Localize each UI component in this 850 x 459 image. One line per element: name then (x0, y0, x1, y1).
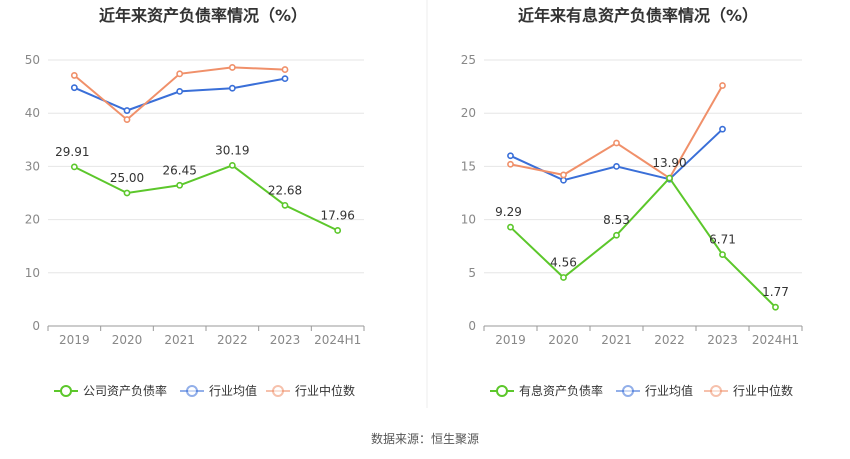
chart2-data-label-3: 13.90 (652, 156, 686, 170)
chart2-x-tick-label-0: 2019 (495, 333, 526, 347)
chart2-y-tick-label-0: 0 (468, 319, 476, 333)
chart2-series-avg-point-4 (719, 125, 726, 133)
chart1-x-tick-label-1: 2020 (112, 333, 143, 347)
chart2-series-company-point-0 (507, 223, 514, 231)
chart2-data-label-0: 9.29 (495, 205, 522, 219)
chart1-series-median-point-0 (70, 72, 78, 79)
chart1-series-company-point-1 (123, 189, 131, 197)
chart1-series-median-point-1 (123, 116, 131, 123)
chart2-y-tick-label-3: 15 (461, 159, 476, 173)
chart2-data-label-2: 8.53 (603, 213, 630, 227)
chart1-series-company-point-0 (70, 163, 78, 171)
chart2-data-label-5: 1.77 (762, 285, 789, 299)
chart1-x-tick-label-0: 2019 (59, 333, 90, 347)
chart2-series-median-point-0 (507, 160, 514, 168)
source-note: 数据来源：恒生聚源 (370, 432, 479, 446)
chart2-series-avg-point-2 (613, 162, 620, 170)
chart2-series-avg-point-1 (560, 176, 567, 184)
chart1-y-tick-label-4: 40 (25, 106, 40, 120)
chart2-data-label-1: 4.56 (550, 255, 577, 269)
chart2-x-tick-label-3: 2022 (654, 333, 685, 347)
chart2-series-avg-point-0 (507, 152, 514, 160)
chart1-data-label-5: 17.96 (320, 208, 354, 222)
chart1-data-label-4: 22.68 (268, 183, 302, 197)
chart1-y-tick-label-1: 10 (25, 266, 40, 280)
chart1-data-label-0: 29.91 (55, 145, 89, 159)
chart2-x-tick-label-1: 2020 (548, 333, 579, 347)
chart1-series-avg-point-4 (281, 75, 289, 83)
chart1-x-tick-label-4: 2023 (270, 333, 301, 347)
chart1-series-median-point-2 (176, 70, 184, 78)
chart1-x-tick-label-5: 2024H1 (314, 333, 361, 347)
chart2-series-median-point-4 (719, 82, 726, 89)
chart1-y-tick-label-3: 30 (25, 159, 40, 173)
chart1-series-avg-point-3 (228, 84, 236, 92)
chart2-series-company-point-5 (772, 303, 779, 311)
chart2-series-company-point-2 (613, 231, 620, 239)
chart1-y-tick-label-5: 50 (25, 53, 40, 67)
chart1-legend-median-marker (272, 385, 284, 397)
chart1-legend-avg-label: 行业均值 (209, 383, 257, 398)
chart2-series-avg-line (510, 128, 724, 182)
chart1-legend-median-label: 行业中位数 (295, 383, 355, 398)
chart2-y-tick-label-1: 5 (468, 266, 476, 280)
chart2-legend-median-label: 行业中位数 (733, 383, 793, 398)
chart2-series-company-line (509, 176, 777, 308)
chart2-series-company-point-3 (666, 174, 673, 182)
chart1-series-company-point-2 (176, 181, 184, 189)
chart1-series-company-line (73, 164, 339, 232)
chart1-series-avg-point-0 (70, 84, 78, 92)
chart2-legend-company-label: 有息资产负债率 (519, 383, 603, 398)
chart1-series-company-point-4 (281, 201, 289, 209)
chart2-x-tick-label-4: 2023 (707, 333, 738, 347)
chart2-legend-company-marker (496, 385, 508, 397)
chart1-series-avg-point-2 (176, 87, 184, 95)
chart1-legend-company-label: 公司资产负债率 (83, 383, 167, 398)
chart2-y-tick-label-2: 10 (461, 213, 476, 227)
chart1-series-company-point-3 (228, 161, 236, 169)
chart2-series-median-point-2 (613, 139, 620, 147)
chart2-data-label-4: 6.71 (709, 233, 736, 247)
chart1-legend-company-marker (60, 385, 72, 397)
chart2-y-tick-label-5: 25 (461, 53, 476, 67)
chart2-x-tick-label-2: 2021 (601, 333, 632, 347)
chart1-x-tick-label-2: 2021 (164, 333, 195, 347)
chart1-legend-avg-marker (186, 385, 198, 397)
chart1-y-tick-label-0: 0 (32, 319, 40, 333)
chart2-x-tick-label-5: 2024H1 (752, 333, 799, 347)
chart2-legend-median-marker (710, 385, 722, 397)
chart2-title: 近年来有息资产负债率情况（%） (518, 6, 758, 25)
chart1-series-median-point-3 (228, 64, 236, 71)
chart1-x-tick-label-3: 2022 (217, 333, 248, 347)
chart2-legend-avg-marker (622, 385, 634, 397)
chart1-series-avg-point-1 (123, 107, 131, 114)
chart1-data-label-2: 26.45 (162, 163, 196, 177)
chart1-series-median-point-4 (281, 66, 289, 73)
chart1-title: 近年来资产负债率情况（%） (99, 6, 307, 25)
chart2-legend-avg-label: 行业均值 (645, 383, 693, 398)
chart2-series-company-point-1 (560, 274, 567, 281)
chart2-y-tick-label-4: 20 (461, 106, 476, 120)
chart1-y-tick-label-2: 20 (25, 213, 40, 227)
chart2-series-median-point-1 (560, 171, 567, 179)
chart1-data-label-3: 30.19 (215, 143, 249, 157)
chart2-series-company-point-4 (719, 251, 726, 259)
chart1-series-company-point-5 (334, 227, 342, 234)
chart1-data-label-1: 25.00 (110, 171, 144, 185)
